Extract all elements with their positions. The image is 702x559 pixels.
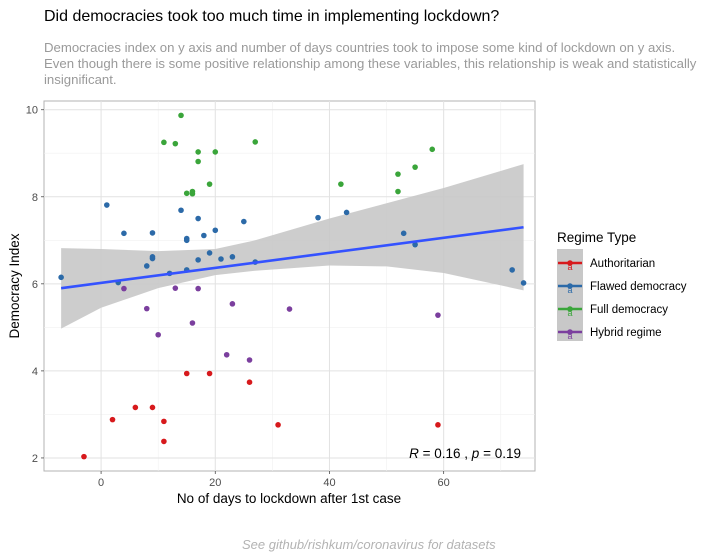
data-point [155, 331, 161, 338]
data-point [429, 146, 436, 153]
y-tick-label: 4 [32, 366, 38, 378]
y-tick-label: 10 [26, 105, 38, 117]
data-point [195, 158, 201, 165]
chart-subtitle: Democracies index on y axis and number o… [44, 40, 697, 87]
y-axis-ticks: 2 4 6 8 10 [26, 105, 44, 465]
data-point [212, 149, 219, 155]
data-point [195, 215, 201, 222]
data-point [395, 171, 401, 177]
data-point [149, 230, 156, 236]
legend-key-glyph: a [567, 308, 572, 318]
legend-key-point [567, 260, 573, 266]
data-point [252, 139, 259, 145]
data-point [286, 306, 293, 312]
x-tick-label: 60 [438, 477, 450, 489]
data-point [195, 257, 201, 263]
data-point [509, 267, 515, 273]
data-point [338, 181, 344, 187]
data-point [178, 112, 184, 119]
data-point [412, 241, 418, 248]
data-point [315, 214, 321, 221]
y-tick-label: 6 [32, 279, 38, 291]
data-point [121, 230, 127, 237]
data-point [435, 422, 441, 428]
legend-label: Authoritarian [590, 258, 655, 270]
confidence-band-area [61, 164, 524, 329]
legend-key-glyph: a [567, 262, 572, 272]
data-point [109, 416, 116, 423]
legend-key-glyph: a [567, 285, 572, 295]
data-point [223, 351, 230, 358]
y-tick-label: 8 [32, 192, 38, 204]
legend-key-point [567, 306, 573, 312]
data-point [81, 453, 87, 460]
legend-label: Flawed democracy [590, 281, 687, 293]
x-tick-label: 20 [209, 477, 221, 489]
data-point [206, 370, 213, 377]
legend-title: Regime Type [557, 230, 636, 245]
data-point [206, 181, 213, 187]
p-label: p [471, 446, 480, 461]
confidence-band [61, 164, 524, 329]
data-point [149, 254, 156, 260]
data-point [218, 256, 224, 262]
data-point [229, 254, 236, 260]
chart-title: Did democracies took too much time in im… [44, 8, 500, 25]
data-point [520, 280, 527, 286]
data-point [229, 301, 236, 307]
data-point [143, 263, 150, 269]
regression-line [60, 225, 524, 290]
data-point [172, 285, 179, 291]
correlation-annotation: R = 0.16 , p = 0.19 [409, 446, 521, 461]
data-point [143, 305, 150, 312]
data-point [246, 357, 253, 363]
data-point [161, 418, 167, 425]
data-point [121, 285, 127, 292]
data-point [201, 232, 207, 239]
data-point [183, 190, 190, 197]
data-point [178, 207, 184, 214]
data-point [412, 164, 418, 170]
legend: a Authoritarian a Flawed democracy a Full dem… [557, 249, 687, 341]
data-point [343, 209, 350, 216]
data-point [172, 140, 179, 147]
trend-line [60, 225, 524, 290]
legend-label: Hybrid regime [590, 327, 662, 339]
chart-caption: See github/rishkum/coronavirus for datas… [242, 537, 496, 552]
x-axis-ticks: 0 20 40 60 [98, 471, 450, 489]
legend-key-point [567, 283, 573, 289]
legend-key-glyph: a [567, 331, 572, 341]
data-point [212, 227, 219, 234]
data-point [58, 274, 64, 281]
data-point [246, 379, 253, 386]
x-tick-label: 0 [98, 477, 104, 489]
x-tick-label: 40 [323, 477, 335, 489]
data-point [183, 370, 190, 377]
data-point [195, 149, 201, 155]
data-point [104, 202, 110, 208]
r-label: R [409, 446, 419, 461]
legend-label: Full democracy [590, 304, 668, 316]
data-point [435, 312, 441, 318]
p-value: = 0.19 [483, 446, 521, 461]
y-axis-title: Democracy Index [7, 233, 22, 338]
data-point [149, 404, 156, 411]
legend-key-point [567, 329, 573, 335]
data-point [132, 404, 139, 411]
data-point [189, 320, 196, 326]
data-point [241, 218, 247, 225]
data-point [195, 285, 201, 292]
data-point [161, 438, 167, 445]
data-point [275, 422, 281, 428]
data-point [183, 237, 190, 244]
r-value: = 0.16 , [423, 446, 468, 461]
data-point [189, 190, 196, 197]
x-axis-title: No of days to lockdown after 1st case [177, 491, 401, 506]
data-point [206, 250, 213, 256]
data-point [395, 188, 401, 195]
y-tick-label: 2 [32, 453, 38, 465]
data-point [400, 230, 407, 237]
data-point [161, 139, 167, 146]
